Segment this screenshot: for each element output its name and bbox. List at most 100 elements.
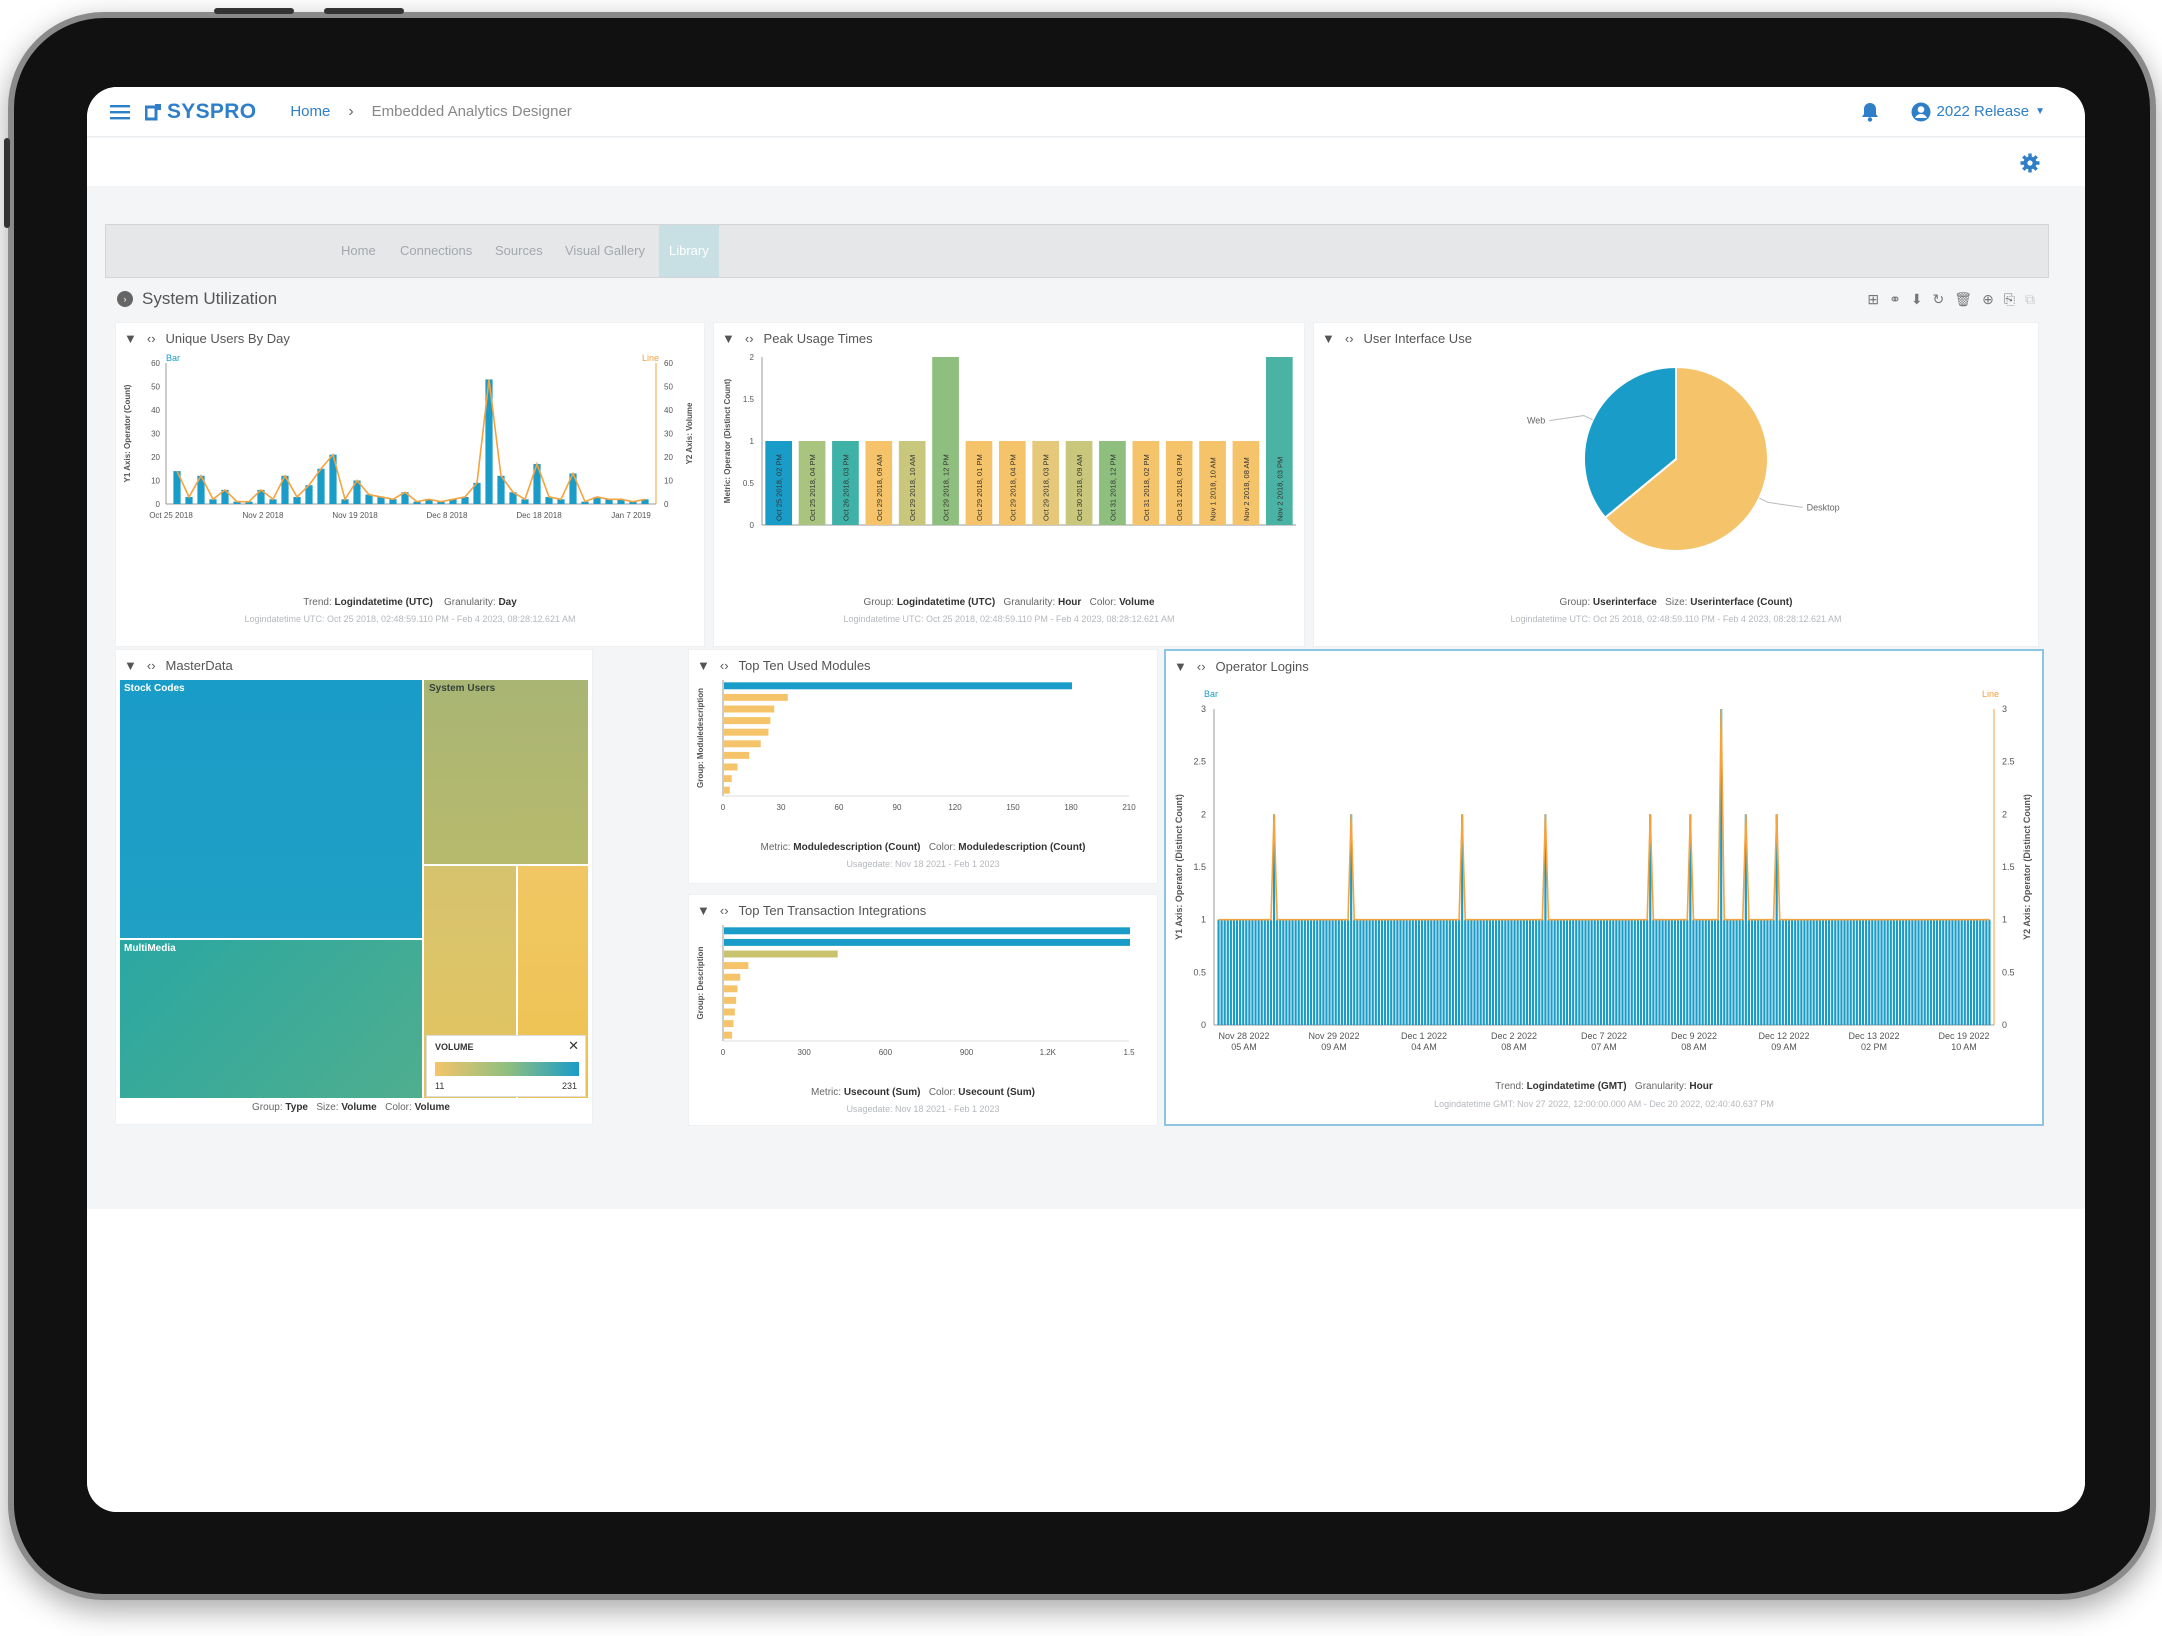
panel-operator-logins[interactable]: ▼ ‹› Operator Logins Bar Line 0 0 0.5 0.5 1 1 1.5 1… xyxy=(1164,649,2044,1126)
bar xyxy=(724,740,761,748)
bar xyxy=(1420,919,1424,1025)
bar xyxy=(1784,919,1788,1025)
bar xyxy=(1781,919,1784,1025)
toggle-code-icon[interactable]: ‹› xyxy=(1344,330,1354,346)
user-menu[interactable]: 2022 Release ▼ xyxy=(1911,102,2045,122)
bar xyxy=(1710,919,1714,1025)
bar xyxy=(1895,919,1899,1025)
bar-label: Oct 29 2018, 12 PM xyxy=(942,454,951,521)
toggle-code-icon[interactable]: ‹› xyxy=(719,902,729,918)
hamburger-menu-icon[interactable] xyxy=(109,101,131,123)
bar xyxy=(1251,919,1254,1025)
filter-icon[interactable]: ▼ xyxy=(722,330,735,346)
chart-operator-logins: Bar Line 0 0 0.5 0.5 1 1 1.5 1.5 2 2 2.5 2.5 3 3 Nov 28 … xyxy=(1166,675,2042,1075)
tab-home[interactable]: Home xyxy=(341,243,376,258)
legend-close-icon[interactable]: ✕ xyxy=(568,1038,579,1053)
filter-icon[interactable]: ▼ xyxy=(124,330,137,346)
toggle-code-icon[interactable]: ‹› xyxy=(744,330,754,346)
tile-system-users[interactable] xyxy=(424,680,588,864)
bar xyxy=(724,973,741,981)
bar xyxy=(1494,919,1498,1025)
bar xyxy=(389,499,397,504)
footer-label: Color: xyxy=(928,842,956,853)
chart-footer: Trend: Logindatetime (UTC) Granularity: … xyxy=(116,597,704,608)
y-tick: 1.5 xyxy=(743,395,755,404)
filter-icon[interactable]: ▼ xyxy=(697,657,710,673)
bar xyxy=(1865,919,1868,1025)
save-icon[interactable]: ⎘ xyxy=(2003,290,2015,307)
breadcrumb-home[interactable]: Home xyxy=(290,103,331,120)
bar xyxy=(1448,919,1451,1025)
bar xyxy=(1661,919,1664,1025)
delete-icon[interactable]: 🗑 xyxy=(1954,290,1973,307)
x-tick: Nov 19 2018 xyxy=(332,511,378,520)
sub-toolbar xyxy=(87,138,2085,186)
breadcrumb-current: Embedded Analytics Designer xyxy=(371,103,572,120)
bar-label: Oct 31 2018, 12 PM xyxy=(1108,454,1117,521)
toggle-code-icon[interactable]: ‹› xyxy=(719,657,729,673)
bar xyxy=(724,1008,735,1016)
bar xyxy=(1482,919,1485,1025)
notification-bell-icon[interactable] xyxy=(1859,101,1881,123)
bar xyxy=(317,468,325,504)
brand-name: SYSPRO xyxy=(167,99,257,123)
toggle-code-icon[interactable]: ‹› xyxy=(146,657,156,673)
filter-icon[interactable]: ▼ xyxy=(697,902,710,918)
bar xyxy=(1569,919,1572,1025)
chart-footer: Group: Userinterface Size: Userinterface… xyxy=(1314,597,2038,608)
add-icon[interactable]: ⊕ xyxy=(1982,290,1994,307)
bar xyxy=(1362,919,1365,1025)
bar xyxy=(1470,919,1473,1025)
bar xyxy=(1664,919,1667,1025)
bar xyxy=(798,441,826,525)
toggle-code-icon[interactable]: ‹› xyxy=(146,330,156,346)
link-icon[interactable]: ⚭ xyxy=(1889,290,1901,307)
bar xyxy=(1099,441,1126,525)
x-tick: Dec 1 2022 xyxy=(1401,1031,1447,1041)
layout-icon[interactable]: ⊞ xyxy=(1867,290,1880,307)
bar xyxy=(1547,919,1550,1025)
filter-icon[interactable]: ▼ xyxy=(1322,330,1335,346)
export-icon[interactable]: ⧉ xyxy=(2025,290,2035,307)
settings-gear-icon[interactable] xyxy=(2019,152,2041,174)
bar xyxy=(1565,919,1569,1025)
dashboard-collapse-icon[interactable]: › xyxy=(117,291,133,307)
dashboard-toolbar: ⊞ ⚭ ⬇ ↻ 🗑 ⊕ ⎘ ⧉ xyxy=(1867,291,2035,308)
tab-sources[interactable]: Sources xyxy=(495,243,543,258)
filter-icon[interactable]: ▼ xyxy=(124,657,137,673)
tile-multimedia[interactable] xyxy=(120,940,422,1098)
syspro-logo[interactable]: SYSPRO xyxy=(145,100,256,124)
bar xyxy=(1815,919,1818,1025)
tab-library[interactable]: Library xyxy=(659,225,719,277)
bar xyxy=(533,464,541,504)
panel-unique-users-by-day: ▼ ‹› Unique Users By Day Bar Line 0 0 10 10 20 20… xyxy=(115,322,705,647)
bar xyxy=(1652,919,1655,1025)
tile-label: Stock Codes xyxy=(124,683,185,694)
bar xyxy=(1516,919,1519,1025)
bar xyxy=(1649,814,1652,1025)
bar xyxy=(998,441,1026,525)
bar xyxy=(1584,919,1587,1025)
toggle-code-icon[interactable]: ‹› xyxy=(1196,658,1206,674)
x-tick: 0 xyxy=(721,803,726,812)
bar xyxy=(1217,919,1220,1025)
download-icon[interactable]: ⬇ xyxy=(1910,290,1923,307)
date-range: Logindatetime GMT: Nov 27 2022, 12:00:00… xyxy=(1434,1099,1774,1109)
bar xyxy=(401,492,409,504)
panel-title: Top Ten Used Modules xyxy=(738,657,871,673)
refresh-icon[interactable]: ↻ xyxy=(1932,290,1945,307)
tab-connections[interactable]: Connections xyxy=(400,243,473,258)
bar xyxy=(1476,919,1479,1025)
bar xyxy=(1886,919,1889,1025)
bar xyxy=(1636,919,1639,1025)
bar xyxy=(1587,919,1590,1025)
bar xyxy=(1374,919,1377,1025)
bar xyxy=(1686,919,1689,1025)
x-tick: 900 xyxy=(960,1048,974,1057)
filter-icon[interactable]: ▼ xyxy=(1174,658,1187,674)
bar xyxy=(1812,919,1815,1025)
bar xyxy=(1633,919,1636,1025)
tab-visual-gallery[interactable]: Visual Gallery xyxy=(565,243,645,258)
footer-value: Volume xyxy=(1119,597,1155,608)
tile-stock-codes[interactable] xyxy=(120,680,422,938)
